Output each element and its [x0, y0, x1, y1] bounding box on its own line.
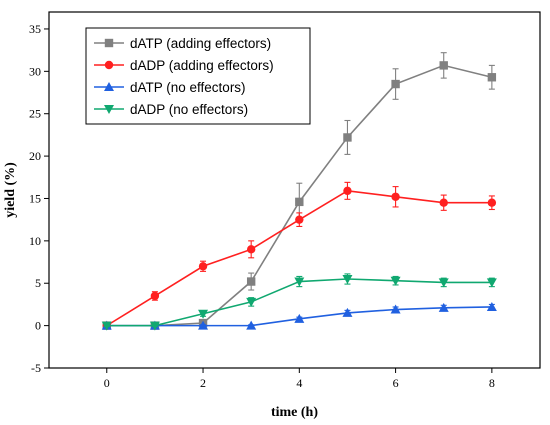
- legend-label: dADP (no effectors): [130, 102, 248, 117]
- y-tick-label: 30: [29, 64, 41, 78]
- y-tick-label: 10: [29, 234, 41, 248]
- data-point: [486, 301, 497, 311]
- y-tick-label: 35: [29, 22, 41, 36]
- data-point: [439, 198, 448, 207]
- data-point: [342, 307, 353, 317]
- data-point: [487, 198, 497, 207]
- data-point: [295, 215, 304, 224]
- data-point: [390, 276, 401, 286]
- x-tick-label: 4: [296, 376, 302, 390]
- y-axis-label: yield (%): [3, 162, 18, 218]
- data-point: [343, 186, 352, 196]
- legend-marker: [104, 60, 114, 70]
- x-tick-label: 8: [489, 376, 495, 390]
- x-axis-label: time (h): [271, 405, 318, 420]
- data-point: [438, 302, 449, 312]
- y-tick-label: 15: [29, 191, 41, 205]
- data-point: [246, 277, 256, 286]
- data-point: [391, 79, 400, 89]
- y-tick-label: 5: [35, 276, 41, 290]
- series-3: [101, 301, 497, 330]
- legend-label: dATP (adding effectors): [130, 36, 271, 51]
- y-tick-label: 0: [35, 319, 41, 333]
- data-point: [246, 245, 256, 254]
- x-tick-label: 0: [104, 376, 110, 390]
- data-point: [439, 61, 448, 70]
- data-point: [294, 277, 305, 287]
- data-point: [486, 278, 497, 288]
- legend-label: dATP (no effectors): [130, 80, 246, 95]
- data-point: [295, 197, 304, 207]
- data-point: [246, 297, 257, 307]
- data-point: [149, 321, 160, 331]
- data-point: [198, 320, 209, 330]
- data-point: [150, 291, 160, 301]
- data-point: [438, 278, 449, 288]
- data-point: [294, 313, 305, 323]
- x-tick-label: 6: [393, 376, 399, 390]
- data-point: [101, 321, 112, 331]
- legend-marker: [104, 38, 114, 48]
- series-4: [101, 273, 497, 331]
- plot-frame: [48, 11, 541, 369]
- data-point: [390, 304, 401, 314]
- data-point: [246, 320, 257, 330]
- data-point: [342, 275, 353, 284]
- y-tick-label: -5: [31, 361, 41, 375]
- y-tick-label: 25: [29, 107, 41, 121]
- y-tick-label: 20: [29, 149, 41, 163]
- data-point: [198, 309, 209, 319]
- data-point: [198, 262, 208, 271]
- x-tick-label: 2: [200, 376, 206, 390]
- data-point: [343, 133, 352, 142]
- legend-box: [85, 27, 311, 125]
- data-point: [487, 73, 497, 82]
- legend-label: dADP (adding effectors): [130, 58, 274, 73]
- legend-marker: [104, 105, 114, 114]
- data-point: [391, 192, 400, 201]
- legend-marker: [104, 82, 114, 91]
